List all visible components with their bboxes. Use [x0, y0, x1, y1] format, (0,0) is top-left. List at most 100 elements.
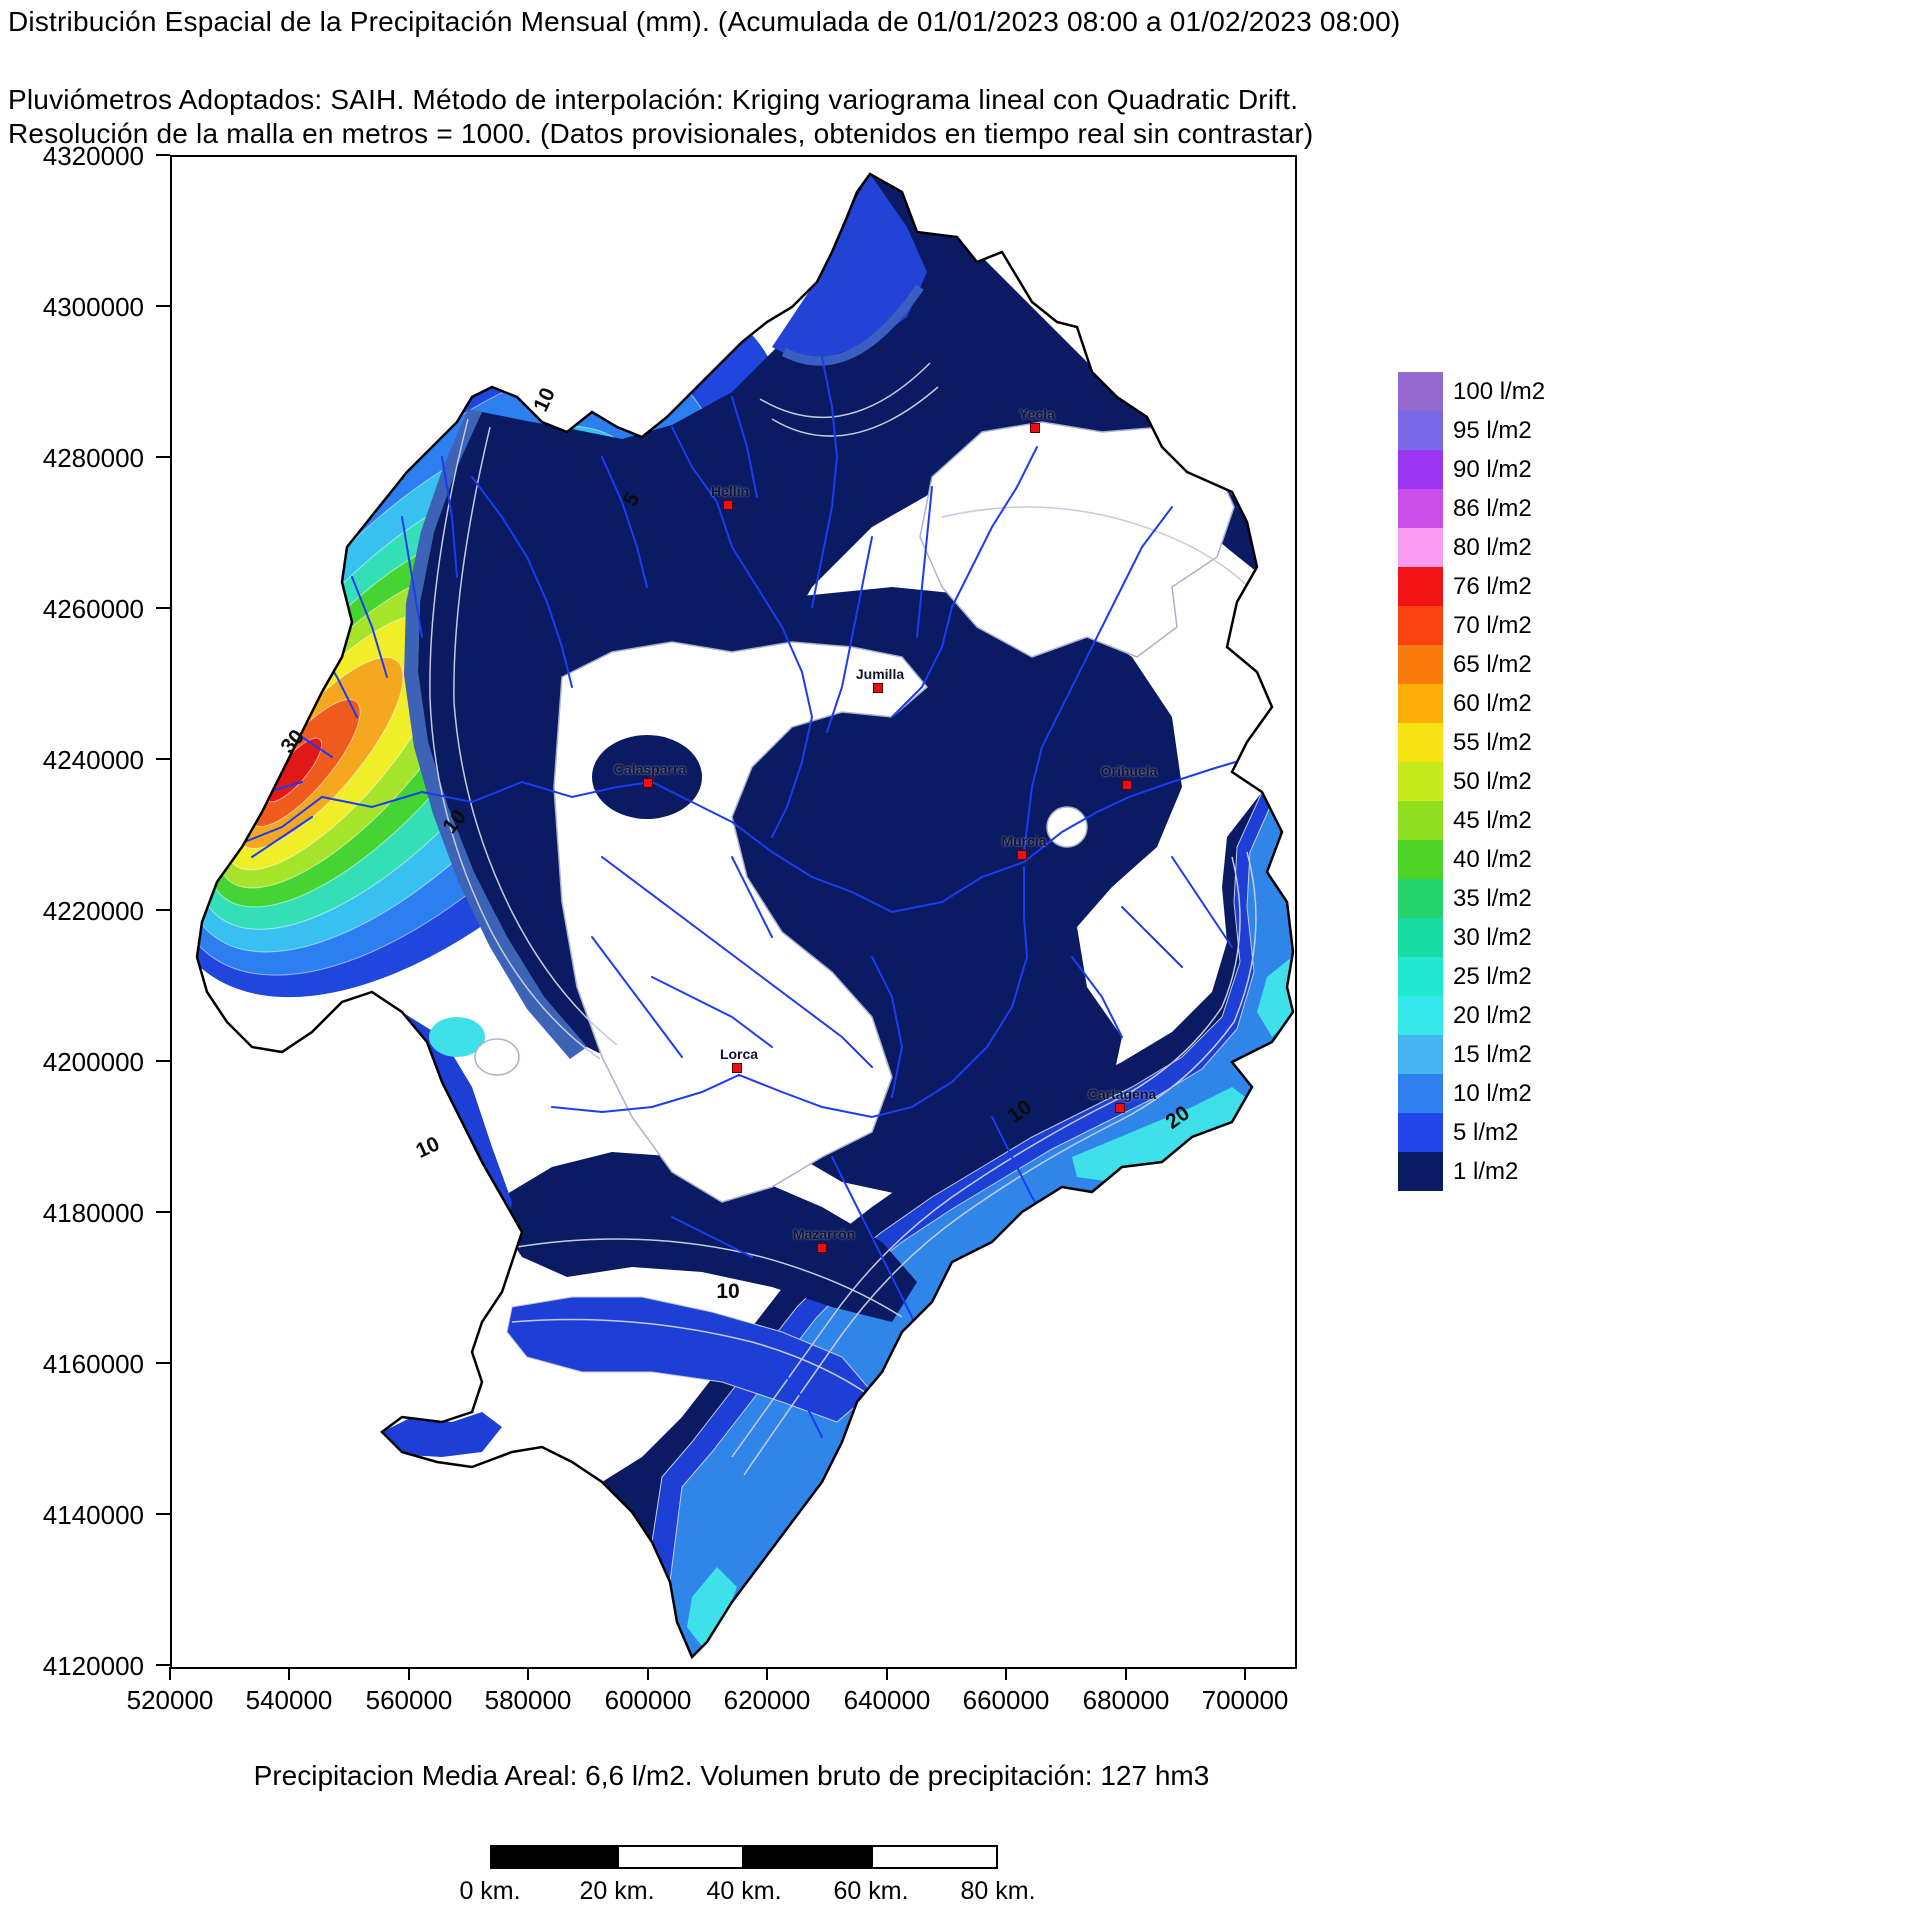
legend-color-swatch — [1398, 606, 1443, 645]
legend-label: 60 l/m2 — [1453, 689, 1532, 717]
y-tick-mark — [156, 607, 170, 609]
legend-label: 45 l/m2 — [1453, 806, 1532, 834]
legend-row: 70 l/m2 — [1398, 606, 1545, 645]
y-tick-label: 4200000 — [42, 1047, 144, 1077]
scale-bar-label: 40 km. — [706, 1877, 782, 1905]
legend-label: 86 l/m2 — [1453, 494, 1532, 522]
legend-row: 80 l/m2 — [1398, 528, 1545, 567]
scale-bar-label: 20 km. — [579, 1877, 655, 1905]
y-tick-mark — [156, 1211, 170, 1213]
legend-row: 35 l/m2 — [1398, 879, 1545, 918]
y-tick-label: 4300000 — [42, 292, 144, 322]
legend-row: 1 l/m2 — [1398, 1152, 1545, 1191]
x-tick-label: 700000 — [1201, 1685, 1289, 1715]
x-tick-mark — [1244, 1667, 1246, 1680]
legend-label: 20 l/m2 — [1453, 1001, 1532, 1029]
x-tick-mark — [647, 1667, 649, 1680]
x-tick-label: 660000 — [962, 1685, 1050, 1715]
scale-bar-segment — [617, 1845, 744, 1869]
legend-color-swatch — [1398, 723, 1443, 762]
legend-row: 65 l/m2 — [1398, 645, 1545, 684]
y-tick-label: 4280000 — [42, 443, 144, 473]
legend-row: 40 l/m2 — [1398, 840, 1545, 879]
legend-color-swatch — [1398, 957, 1443, 996]
legend-row: 100 l/m2 — [1398, 372, 1545, 411]
y-tick-mark — [156, 1664, 170, 1666]
x-tick-label: 620000 — [723, 1685, 811, 1715]
y-tick-label: 4220000 — [42, 896, 144, 926]
x-tick-mark — [408, 1667, 410, 1680]
legend-row: 5 l/m2 — [1398, 1113, 1545, 1152]
legend-row: 95 l/m2 — [1398, 411, 1545, 450]
scale-bar-label: 0 km. — [459, 1877, 521, 1905]
legend-row: 55 l/m2 — [1398, 723, 1545, 762]
x-tick-label: 680000 — [1082, 1685, 1170, 1715]
x-tick-mark — [1005, 1667, 1007, 1680]
y-tick-label: 4260000 — [42, 594, 144, 624]
legend-label: 90 l/m2 — [1453, 455, 1532, 483]
legend-label: 40 l/m2 — [1453, 845, 1532, 873]
y-tick-label: 4240000 — [42, 745, 144, 775]
legend-row: 50 l/m2 — [1398, 762, 1545, 801]
legend-label: 95 l/m2 — [1453, 416, 1532, 444]
legend-row: 76 l/m2 — [1398, 567, 1545, 606]
y-tick-label: 4180000 — [42, 1198, 144, 1228]
y-axis: 4320000 4300000 4280000 4260000 4240000 42200… — [0, 141, 170, 1681]
legend-color-swatch — [1398, 528, 1443, 567]
legend-color-swatch — [1398, 840, 1443, 879]
basin-map-svg — [195, 172, 1295, 1660]
legend-label: 80 l/m2 — [1453, 533, 1532, 561]
scale-bar-segment — [490, 1845, 617, 1869]
legend-label: 10 l/m2 — [1453, 1079, 1532, 1107]
legend-color-swatch — [1398, 450, 1443, 489]
y-tick-mark — [156, 154, 170, 156]
legend-color-swatch — [1398, 801, 1443, 840]
legend-color-swatch — [1398, 879, 1443, 918]
y-tick-mark — [156, 305, 170, 307]
legend-color-swatch — [1398, 1113, 1443, 1152]
x-tick-mark — [766, 1667, 768, 1680]
x-tick-mark — [527, 1667, 529, 1680]
legend-label: 15 l/m2 — [1453, 1040, 1532, 1068]
legend-row: 60 l/m2 — [1398, 684, 1545, 723]
precipitation-fill-layers — [197, 174, 1293, 1657]
contour-lines — [429, 362, 1257, 1476]
scale-bar-segment — [744, 1845, 871, 1869]
y-tick-label: 4140000 — [42, 1500, 144, 1530]
legend-row: 86 l/m2 — [1398, 489, 1545, 528]
map-plot-frame — [170, 155, 1297, 1669]
x-tick-mark — [886, 1667, 888, 1680]
scale-bar: 0 km. 20 km. 40 km. 60 km. 80 km. — [459, 1845, 1036, 1915]
river-network — [231, 356, 1253, 1458]
x-axis: 520000 540000 560000 580000 600000 620000 6400… — [127, 1667, 1370, 1727]
legend-row: 10 l/m2 — [1398, 1074, 1545, 1113]
legend-label: 100 l/m2 — [1453, 377, 1546, 405]
legend-row: 45 l/m2 — [1398, 801, 1545, 840]
y-tick-label: 4320000 — [42, 141, 144, 171]
legend-color-swatch — [1398, 996, 1443, 1035]
legend-color-swatch — [1398, 762, 1443, 801]
legend-color-swatch — [1398, 645, 1443, 684]
y-tick-mark — [156, 1513, 170, 1515]
y-tick-label: 4120000 — [42, 1651, 144, 1681]
legend-label: 76 l/m2 — [1453, 572, 1532, 600]
legend-label: 1 l/m2 — [1453, 1157, 1519, 1185]
y-tick-mark — [156, 1060, 170, 1062]
x-tick-mark — [169, 1667, 171, 1680]
basin-outline — [195, 172, 1295, 1660]
x-tick-label: 640000 — [843, 1685, 931, 1715]
legend-row: 25 l/m2 — [1398, 957, 1545, 996]
map-subtitle-method: Pluviómetros Adoptados: SAIH. Método de … — [8, 84, 1299, 115]
map-subtitle-resolution: Resolución de la malla en metros = 1000.… — [8, 118, 1314, 149]
legend-color-swatch — [1398, 918, 1443, 957]
x-tick-label: 560000 — [365, 1685, 453, 1715]
scale-bar-label: 60 km. — [833, 1877, 909, 1905]
legend-label: 55 l/m2 — [1453, 728, 1532, 756]
legend-color-swatch — [1398, 684, 1443, 723]
legend-label: 5 l/m2 — [1453, 1118, 1519, 1146]
x-tick-mark — [1125, 1667, 1127, 1680]
y-tick-mark — [156, 758, 170, 760]
legend-label: 30 l/m2 — [1453, 923, 1532, 951]
y-tick-mark — [156, 1362, 170, 1364]
